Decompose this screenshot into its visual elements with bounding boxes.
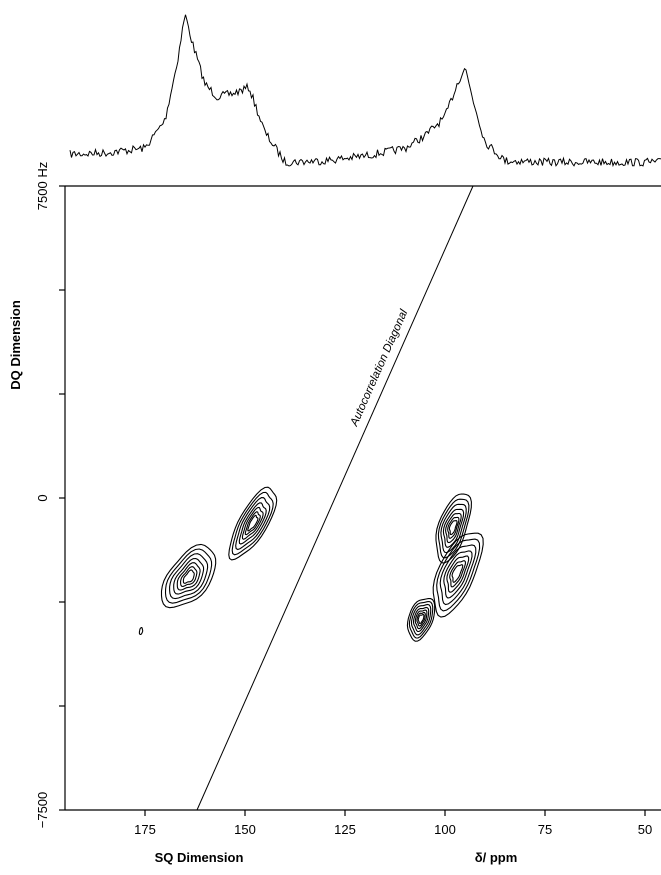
contour-line (176, 562, 201, 591)
contour-line (437, 498, 470, 559)
x-axis-title: SQ Dimension (155, 850, 244, 865)
contour-line (180, 566, 198, 587)
x-axis-unit-label: δ/ ppm (475, 850, 518, 865)
x-tick-label: 175 (134, 822, 156, 837)
contour-line (244, 511, 261, 536)
contour-line (451, 564, 464, 583)
x-tick-label: 150 (234, 822, 256, 837)
contour-line (408, 600, 434, 639)
x-axis-ticks: 175 150 125 100 75 50 (134, 810, 652, 837)
y-axis-ticks: 7500 Hz 0 −7500 (35, 162, 65, 828)
noise-contour (138, 627, 144, 636)
autocorrelation-diagonal-line (196, 185, 474, 811)
contour-line (414, 609, 428, 630)
contour-line (449, 560, 466, 588)
x-tick-label: 125 (334, 822, 356, 837)
contour-line (440, 503, 467, 554)
contour-line (436, 538, 481, 612)
contour-line (228, 486, 278, 561)
projection-spectrum-line (69, 14, 661, 168)
contour-peaks (138, 486, 484, 642)
contour-line (432, 532, 484, 618)
contour-line (416, 611, 426, 627)
y-tick-label: 0 (35, 494, 50, 501)
contour-line (442, 508, 465, 548)
contour-line (247, 514, 259, 532)
contour-line (443, 550, 473, 599)
contour-line (448, 520, 458, 536)
contour-line (446, 555, 470, 593)
contour-line (173, 557, 205, 595)
contour-line (412, 606, 430, 633)
contour-line (406, 598, 436, 642)
y-tick-label: 7500 Hz (35, 162, 50, 210)
contour-line (235, 497, 271, 551)
contour-line (164, 548, 213, 604)
y-tick-label: −7500 (35, 792, 50, 829)
autocorrelation-diagonal-label: Autocorrelation Diagonal (348, 308, 411, 429)
y-axis-title: DQ Dimension (8, 300, 23, 390)
contour-line (160, 543, 217, 609)
x-tick-label: 75 (538, 822, 552, 837)
contour-line (241, 506, 264, 540)
contour-line (169, 553, 209, 600)
contour-line (417, 613, 425, 625)
contour-line (445, 512, 462, 544)
contour-line (238, 502, 267, 545)
contour-line (435, 493, 472, 564)
contour-line (447, 516, 460, 539)
contour-line (182, 569, 195, 584)
contour-line (231, 491, 274, 556)
contour-line (439, 544, 477, 606)
contour-line (410, 603, 432, 636)
x-tick-label: 100 (434, 822, 456, 837)
x-tick-label: 50 (638, 822, 652, 837)
